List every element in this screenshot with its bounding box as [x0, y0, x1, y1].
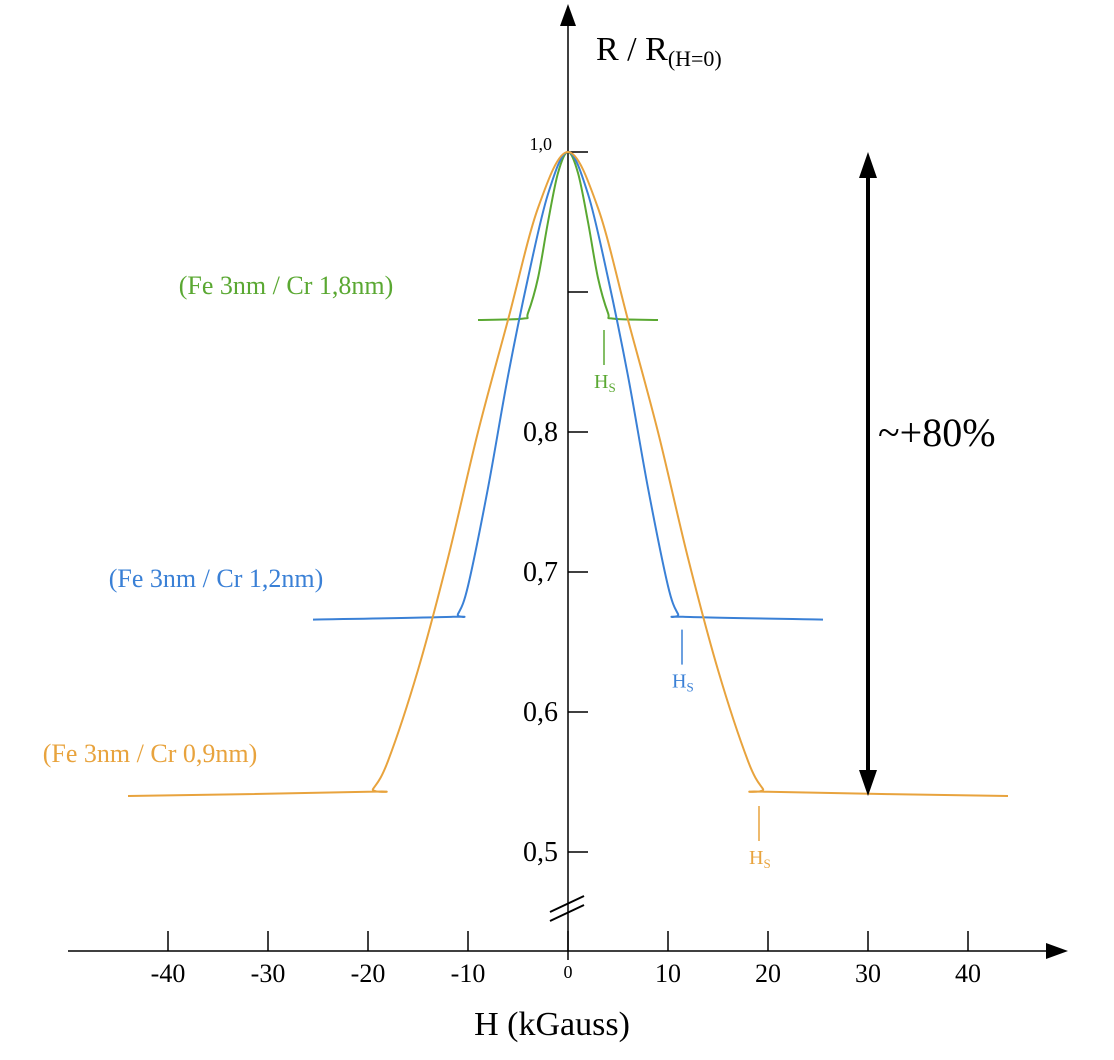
hs-label-orange: HS: [749, 847, 771, 871]
y-axis-label: R / R(H=0): [596, 31, 722, 71]
axis-break-mark: [549, 904, 585, 922]
x-axis-label: H (kGauss): [474, 1006, 630, 1043]
x-tick-label: 10: [655, 959, 681, 988]
y-tick-label: 0,6: [523, 697, 558, 728]
hs-label-blue: HS: [672, 671, 694, 695]
x-tick-label: -40: [151, 959, 186, 988]
y-tick-label: 0,7: [523, 557, 558, 588]
x-tick-label: 0: [564, 962, 573, 982]
x-axis-arrowhead: [1046, 943, 1068, 959]
variation-arrowhead-bottom: [859, 770, 877, 796]
y-tick-label: 0,8: [523, 417, 558, 448]
hs-label-subscript: S: [686, 680, 693, 695]
series-label-green: (Fe 3nm / Cr 1,8nm): [179, 271, 394, 300]
x-tick-label: 20: [755, 959, 781, 988]
x-tick-label: -30: [251, 959, 286, 988]
hs-label-subscript: S: [763, 856, 770, 871]
y-axis-label-main: R / R: [596, 31, 668, 68]
series-line-orange: [127, 150, 1009, 797]
x-tick-label: -20: [351, 959, 386, 988]
y-axis-label-sub: (H=0): [668, 46, 722, 71]
x-tick-label: 40: [955, 959, 981, 988]
tick-group: -40 -30 -20 -10 0 10 20 30 40 0,5 0,6 0,7 0,8 1,0: [151, 134, 981, 988]
hs-label-green: HS: [594, 371, 616, 395]
hs-label-subscript: S: [608, 380, 615, 395]
variation-arrowhead-top: [859, 152, 877, 178]
series-label-blue: (Fe 3nm / Cr 1,2nm): [109, 564, 324, 593]
y-tick-label: 1,0: [530, 134, 553, 154]
axis-break-mark: [549, 895, 585, 913]
x-tick-label: -10: [451, 959, 486, 988]
series-group: (Fe 3nm / Cr 1,8nm) HS (Fe 3nm / Cr 1,2nm)…: [43, 150, 1009, 871]
variation-annotation: ~+80%: [878, 410, 996, 455]
x-tick-label: 30: [855, 959, 881, 988]
series-label-orange: (Fe 3nm / Cr 0,9nm): [43, 739, 258, 768]
y-axis-arrowhead: [560, 4, 576, 26]
y-tick-label: 0,5: [523, 837, 558, 868]
